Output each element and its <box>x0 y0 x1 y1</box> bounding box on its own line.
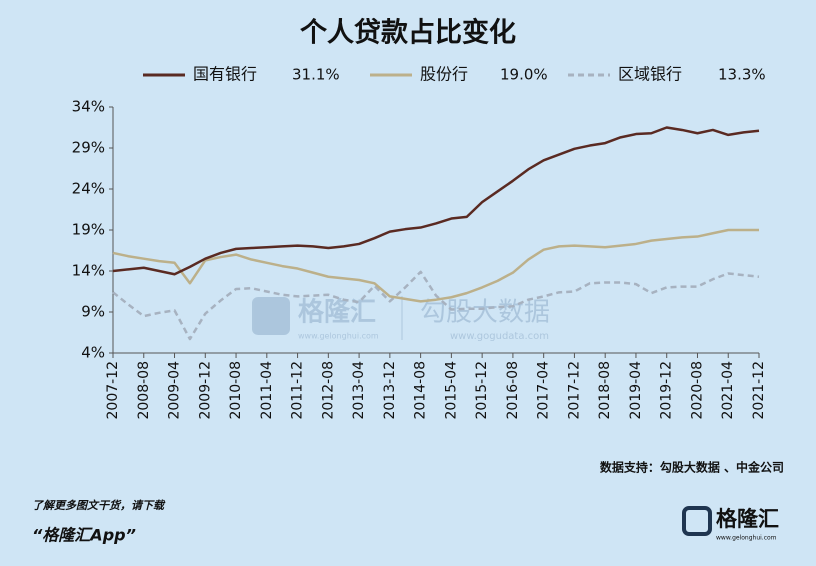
y-tick-label: 19% <box>72 221 105 239</box>
watermark: 格隆汇 www.gelonghui.com 勾股大数据 www.gogudata… <box>252 296 550 342</box>
y-tick-label: 4% <box>81 344 105 362</box>
x-tick-label: 2014-08 <box>413 361 429 420</box>
legend-value: 31.1% <box>292 66 340 84</box>
x-tick-label: 2021-12 <box>751 361 767 420</box>
watermark-url: www.gelonghui.com <box>298 332 379 341</box>
y-tick-label: 9% <box>81 303 105 321</box>
x-tick-label: 2010-08 <box>228 361 244 420</box>
x-tick-label: 2017-12 <box>566 361 582 420</box>
x-tick-label: 2015-04 <box>443 361 459 420</box>
footer-logo-url: www.gelonghui.com <box>716 535 777 542</box>
x-tick-label: 2013-12 <box>382 361 398 420</box>
chart-title: 个人贷款占比变化 <box>300 17 516 49</box>
series-line <box>112 228 759 303</box>
x-tick-label: 2009-04 <box>167 361 183 420</box>
x-tick-label: 2011-12 <box>290 361 306 420</box>
legend-label: 国有银行 <box>193 65 257 84</box>
y-tick-label: 24% <box>72 180 105 198</box>
series-line <box>112 270 760 341</box>
watermark-brand: 格隆汇 <box>298 297 376 328</box>
legend-label: 区域银行 <box>618 65 682 84</box>
source: 数据支持：勾股大数据 、中金公司 <box>600 460 784 475</box>
watermark-partner-url: www.gogudata.com <box>450 331 549 342</box>
legend-value: 13.3% <box>718 66 766 84</box>
footer-logo-icon <box>682 506 712 536</box>
x-tick-label: 2009-12 <box>197 361 213 420</box>
watermark-logo <box>252 297 290 335</box>
y-tick-label: 34% <box>72 98 105 116</box>
y-tick-label: 14% <box>72 262 105 280</box>
x-tick-label: 2016-08 <box>505 361 521 420</box>
footer-logo: 格隆汇 <box>716 507 779 531</box>
x-tick-label: 2012-08 <box>320 361 336 420</box>
footer-line2: “格隆汇App” <box>32 526 136 545</box>
footer-line1: 了解更多图文干货，请下载 <box>32 499 166 512</box>
x-tick-label: 2015-12 <box>474 361 490 420</box>
x-tick-label: 2018-08 <box>597 361 613 420</box>
x-tick-label: 2008-08 <box>136 361 152 420</box>
x-tick-label: 2007-12 <box>105 361 121 420</box>
x-tick-label: 2020-08 <box>689 361 705 420</box>
x-tick-label: 2017-04 <box>536 361 552 420</box>
legend-value: 19.0% <box>500 66 548 84</box>
x-tick-label: 2021-04 <box>720 361 736 420</box>
x-tick-label: 2019-04 <box>628 361 644 420</box>
watermark-partner: 勾股大数据 <box>420 298 550 328</box>
series-line <box>112 126 760 276</box>
x-tick-label: 2019-12 <box>659 361 675 420</box>
x-tick-label: 2011-04 <box>259 361 275 420</box>
x-tick-label: 2013-04 <box>351 361 367 420</box>
legend-label: 股份行 <box>420 65 468 84</box>
y-tick-label: 29% <box>72 139 105 157</box>
